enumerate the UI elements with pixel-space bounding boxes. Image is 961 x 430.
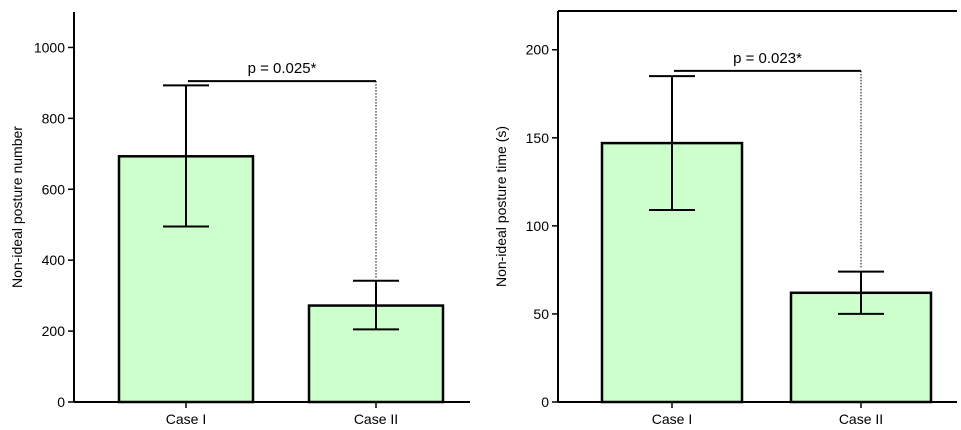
p-value-annotation: p = 0.023* xyxy=(733,50,802,67)
error-bar-case-ii xyxy=(838,270,884,315)
error-bar-case-i xyxy=(163,84,209,228)
p-value-annotation: p = 0.025* xyxy=(248,60,317,77)
y-tick-label: 1000 xyxy=(34,39,65,55)
y-axis-label: Non-ideal posture time (s) xyxy=(493,126,509,287)
y-tick-label: 150 xyxy=(526,130,550,146)
x-tick-label: Case II xyxy=(839,411,883,427)
error-bar-case-i xyxy=(649,75,695,212)
y-tick-label: 0 xyxy=(57,394,65,410)
y-axis-label: Non-ideal posture number xyxy=(9,126,25,288)
y-tick-label: 100 xyxy=(526,218,550,234)
x-tick-label: Case II xyxy=(354,411,398,427)
y-tick-label: 400 xyxy=(42,252,66,268)
y-tick-label: 50 xyxy=(533,306,549,322)
y-tick-label: 200 xyxy=(42,323,66,339)
y-tick-label: 200 xyxy=(526,42,550,58)
chart-posture-time: 0 50 100 150 200 Case I Case II Non-ideal postu… xyxy=(493,10,957,427)
x-tick-label: Case I xyxy=(652,411,692,427)
y-tick-label: 800 xyxy=(42,110,66,126)
x-tick-label: Case I xyxy=(166,411,206,427)
chart-posture-number: 0 200 400 600 800 1000 Case I Case II Non-ideal … xyxy=(9,12,470,427)
y-tick-label: 0 xyxy=(541,394,549,410)
error-bar-case-ii xyxy=(353,279,399,331)
y-tick-label: 600 xyxy=(42,181,66,197)
